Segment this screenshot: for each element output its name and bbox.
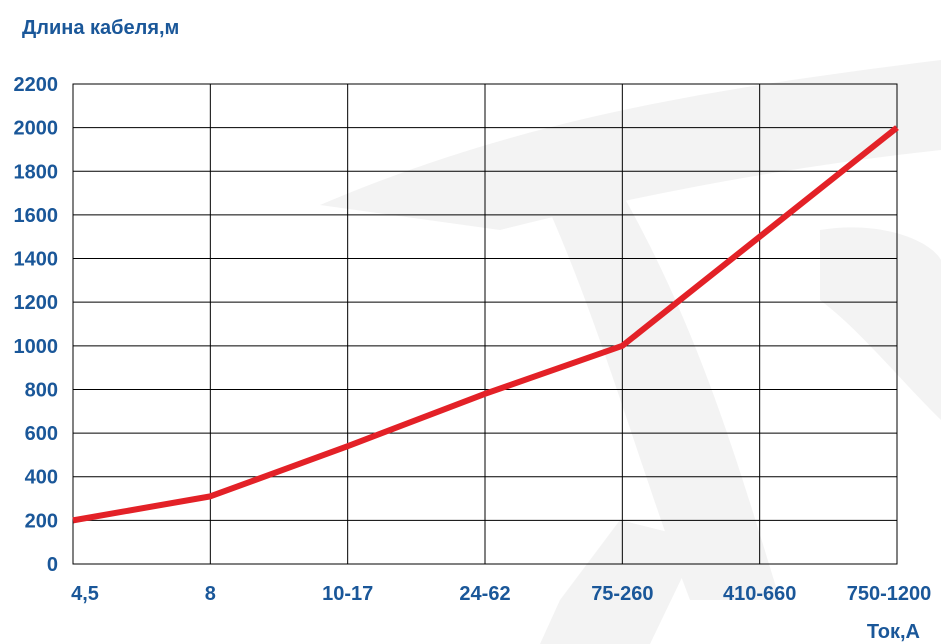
y-tick-label: 400 <box>25 467 58 489</box>
chart-grid <box>72 83 898 565</box>
y-tick-label: 1000 <box>14 336 59 358</box>
y-tick-label: 1800 <box>14 161 59 183</box>
x-axis-ticks: 4,5 8 10-17 24-62 75-260 410-660 750-1200 <box>71 583 931 605</box>
y-tick-label: 2200 <box>14 74 59 96</box>
y-axis-ticks: 0 200 400 600 800 1000 1200 1400 1600 1800 2000 220… <box>14 74 59 576</box>
chart-series <box>72 125 899 524</box>
y-axis-title: Длина кабеля,м <box>22 17 179 39</box>
x-axis-title: Ток,А <box>867 621 920 643</box>
y-tick-label: 800 <box>25 379 58 401</box>
y-tick-label: 200 <box>25 510 58 532</box>
x-tick-label: 75-260 <box>591 583 653 605</box>
x-tick-label: 410-660 <box>723 583 796 605</box>
y-tick-label: 600 <box>25 423 58 445</box>
y-tick-label: 0 <box>47 554 58 576</box>
y-tick-label: 2000 <box>14 118 59 140</box>
x-tick-label: 4,5 <box>71 583 99 605</box>
x-tick-label: 750-1200 <box>847 583 932 605</box>
y-tick-label: 1200 <box>14 292 59 314</box>
y-tick-label: 1600 <box>14 205 59 227</box>
x-tick-label: 8 <box>205 583 216 605</box>
y-tick-label: 1400 <box>14 249 59 271</box>
x-tick-label: 10-17 <box>322 583 373 605</box>
background-watermark <box>320 60 941 644</box>
x-tick-label: 24-62 <box>459 583 510 605</box>
